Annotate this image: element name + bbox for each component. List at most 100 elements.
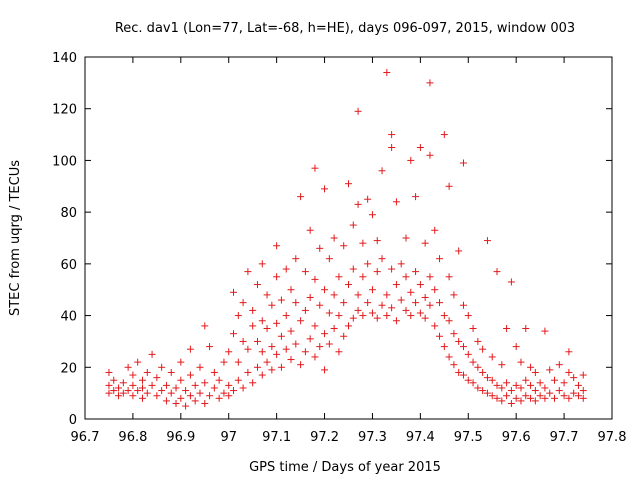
data-point — [306, 293, 314, 301]
data-point — [335, 312, 343, 320]
data-point — [397, 296, 405, 304]
data-point — [565, 368, 573, 376]
data-point — [325, 255, 333, 263]
data-point — [402, 234, 410, 242]
data-point — [368, 309, 376, 317]
data-point — [359, 273, 367, 281]
data-point — [421, 314, 429, 322]
data-point — [210, 384, 218, 392]
data-point — [498, 361, 506, 369]
data-point — [503, 325, 511, 332]
data-point — [186, 371, 194, 379]
chart-title: Rec. dav1 (Lon=77, Lat=-68, h=HE), days … — [115, 21, 575, 36]
data-point — [373, 314, 381, 322]
data-point — [349, 265, 357, 273]
data-point — [311, 164, 319, 172]
data-point — [321, 366, 329, 374]
data-point — [321, 185, 329, 193]
data-point — [215, 394, 223, 402]
data-point — [268, 301, 276, 309]
data-point — [273, 242, 281, 250]
data-point — [201, 379, 209, 387]
data-point — [402, 273, 410, 281]
data-point — [445, 317, 453, 325]
data-point — [287, 356, 295, 364]
data-point — [388, 131, 396, 139]
data-point — [440, 343, 448, 351]
data-point — [378, 167, 386, 175]
data-point — [493, 381, 501, 389]
data-point — [186, 392, 194, 400]
x-tick-label: 97 — [220, 430, 237, 445]
data-point — [292, 299, 300, 307]
data-point — [196, 363, 204, 371]
data-point — [412, 193, 420, 201]
data-point — [388, 265, 396, 273]
data-point — [110, 376, 118, 384]
data-point — [282, 312, 290, 320]
data-point — [263, 291, 271, 299]
data-point — [301, 268, 309, 276]
y-tick-label: 20 — [60, 361, 77, 376]
data-point — [138, 376, 146, 384]
data-point — [522, 376, 530, 384]
data-point — [138, 384, 146, 392]
data-point — [340, 299, 348, 307]
data-point — [459, 371, 467, 379]
data-point — [416, 281, 424, 289]
data-point — [364, 260, 372, 268]
data-point — [311, 353, 319, 361]
data-point — [522, 325, 530, 332]
data-point — [230, 330, 238, 338]
y-tick-label: 100 — [52, 154, 77, 169]
data-point — [282, 265, 290, 273]
data-point — [373, 237, 381, 245]
data-point — [253, 281, 261, 289]
data-point — [517, 358, 525, 366]
x-tick-label: 97.8 — [598, 430, 627, 445]
data-point — [459, 301, 467, 309]
data-point — [258, 348, 266, 356]
data-point — [517, 397, 525, 405]
data-point — [239, 337, 247, 345]
data-point — [551, 394, 559, 402]
data-point — [258, 317, 266, 325]
data-point — [297, 193, 305, 201]
data-point — [206, 343, 214, 351]
data-point — [507, 399, 515, 407]
data-point — [455, 337, 463, 345]
data-point — [148, 381, 156, 389]
data-point — [546, 389, 554, 397]
data-point — [464, 312, 472, 320]
data-point — [129, 392, 137, 400]
data-point — [321, 330, 329, 338]
data-point — [234, 312, 242, 320]
data-point — [546, 366, 554, 374]
data-point — [167, 368, 175, 376]
data-point — [287, 286, 295, 294]
data-point — [416, 309, 424, 317]
data-point — [488, 353, 496, 361]
data-point — [210, 368, 218, 376]
data-point — [426, 273, 434, 281]
data-point — [359, 239, 367, 247]
data-point — [277, 363, 285, 371]
data-point — [321, 286, 329, 294]
data-point — [450, 361, 458, 369]
x-tick-label: 97.5 — [454, 430, 483, 445]
data-point — [297, 361, 305, 369]
data-point — [158, 363, 166, 371]
data-point — [287, 327, 295, 335]
data-point — [364, 195, 372, 203]
data-point — [220, 358, 228, 366]
data-point — [474, 363, 482, 371]
y-tick-label: 0 — [69, 413, 77, 428]
data-point — [186, 345, 194, 353]
data-point — [105, 381, 113, 389]
data-point — [316, 301, 324, 309]
data-point — [503, 379, 511, 387]
data-point — [263, 325, 271, 332]
data-point — [541, 394, 549, 402]
data-point — [570, 374, 578, 382]
data-point — [469, 358, 477, 366]
